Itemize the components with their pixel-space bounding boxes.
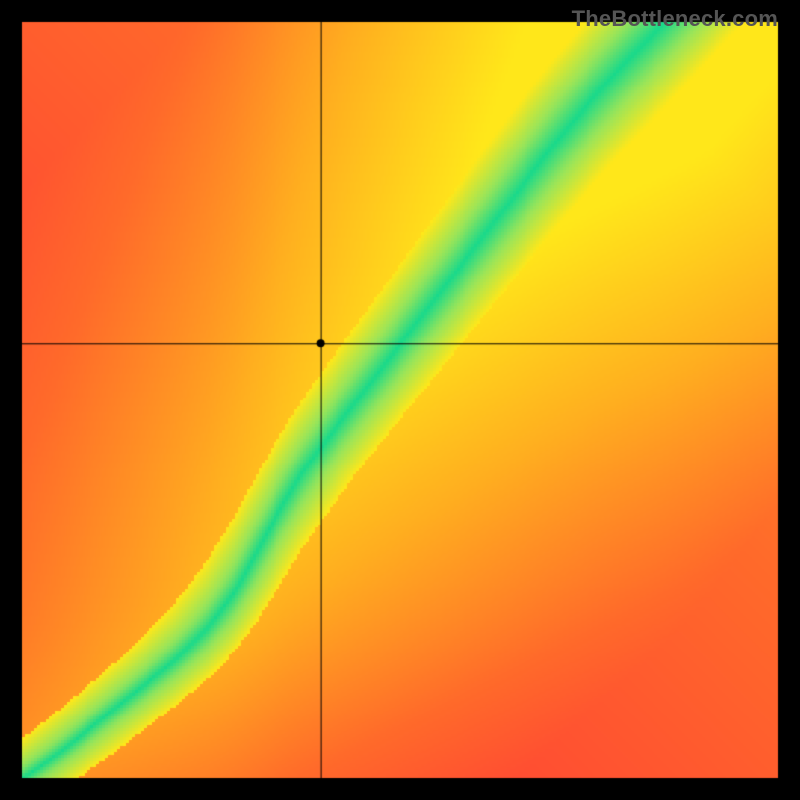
watermark-text: TheBottleneck.com [572, 6, 778, 32]
bottleneck-heatmap [0, 0, 800, 800]
